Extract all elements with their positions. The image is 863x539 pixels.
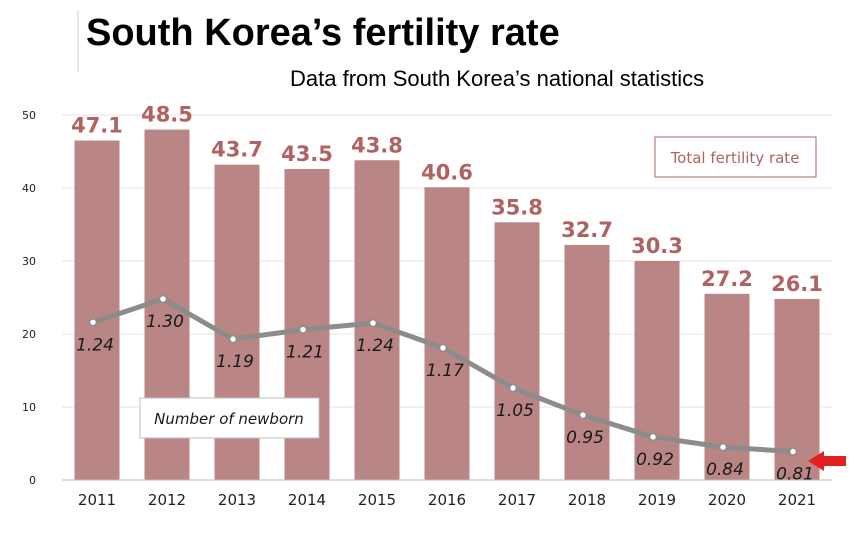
y-tick-label: 10: [22, 401, 36, 414]
legend-newborn: Number of newborn: [139, 397, 320, 439]
bar-value-label: 43.7: [211, 138, 263, 162]
chart-subtitle: Data from South Korea’s national statist…: [290, 66, 705, 91]
line-value-label: 1.24: [76, 335, 114, 355]
line-point-2018: [578, 410, 588, 420]
bar-value-label: 26.1: [771, 272, 823, 296]
bar-2018: [564, 244, 610, 480]
line-point-2013: [228, 334, 238, 344]
x-tick-label: 2014: [288, 491, 326, 509]
bar-2016: [424, 187, 470, 480]
bar-2017: [494, 222, 540, 480]
line-value-label: 1.19: [216, 352, 254, 372]
line-value-label: 1.05: [496, 401, 534, 421]
legend-label: Number of newborn: [154, 410, 304, 428]
line-point-2019: [648, 432, 658, 442]
x-tick-label: 2021: [778, 491, 816, 509]
bar-value-label: 47.1: [71, 114, 123, 138]
red-arrow-icon: [808, 451, 846, 471]
x-tick-label: 2013: [218, 491, 256, 509]
line-point-2012: [158, 294, 168, 304]
line-point-2014: [298, 325, 308, 334]
bar-value-label: 48.5: [141, 103, 193, 127]
chart-title: South Korea’s fertility rate: [86, 12, 560, 54]
line-value-label: 0.81: [776, 465, 814, 485]
x-tick-label: 2020: [708, 491, 746, 509]
line-value-label: 0.95: [566, 428, 604, 448]
y-tick-label: 0: [29, 474, 36, 487]
line-point-2021: [788, 447, 798, 456]
bar-value-label: 40.6: [421, 160, 473, 184]
line-point-2017: [508, 383, 518, 393]
x-tick-label: 2016: [428, 491, 466, 509]
y-tick-label: 20: [22, 328, 36, 341]
x-tick-label: 2011: [78, 491, 116, 509]
bar-2020: [704, 293, 750, 480]
bar-value-label: 27.2: [701, 267, 753, 291]
x-tick-label: 2012: [148, 491, 186, 509]
line-point-2011: [88, 318, 98, 327]
bar-2019: [634, 261, 680, 480]
legend-label: Total fertility rate: [670, 149, 800, 167]
bar-value-label: 43.5: [281, 142, 333, 166]
legend-box: [139, 397, 320, 439]
legend-box: [654, 136, 817, 178]
line-value-label: 1.30: [146, 312, 184, 332]
x-axis: 2011 2012 2013 2014 2015 2016 2017 2018 2019 2020…: [78, 491, 816, 509]
bar-2011: [74, 140, 120, 481]
line-value-label: 1.21: [286, 343, 324, 363]
line-value-label: 0.84: [706, 460, 744, 480]
title-divider: [77, 10, 79, 72]
y-tick-label: 30: [22, 255, 36, 268]
line-value-label: 0.92: [636, 450, 674, 470]
line-point-2016: [438, 343, 448, 353]
bar-value-label: 43.8: [351, 133, 403, 157]
y-tick-label: 40: [22, 182, 36, 195]
line-value-label: 1.24: [356, 336, 394, 356]
bar-value-label: 30.3: [631, 234, 683, 258]
y-tick-label: 50: [22, 109, 36, 122]
x-tick-label: 2015: [358, 491, 396, 509]
line-point-2020: [718, 442, 728, 452]
x-tick-label: 2019: [638, 491, 676, 509]
x-tick-label: 2017: [498, 491, 536, 509]
bar-2015: [354, 160, 400, 480]
x-tick-label: 2018: [568, 491, 606, 509]
line-value-label: 1.17: [426, 361, 464, 381]
line-point-2015: [368, 318, 378, 328]
bar-value-label: 32.7: [561, 218, 613, 242]
newborn-line-series: 1.24 1.30 1.19 1.21 1.24 1.17 1.05 0.95 0.92 0.84…: [76, 294, 814, 485]
bar-value-label: 35.8: [491, 195, 543, 219]
legend-fertility-rate: Total fertility rate: [654, 136, 817, 178]
